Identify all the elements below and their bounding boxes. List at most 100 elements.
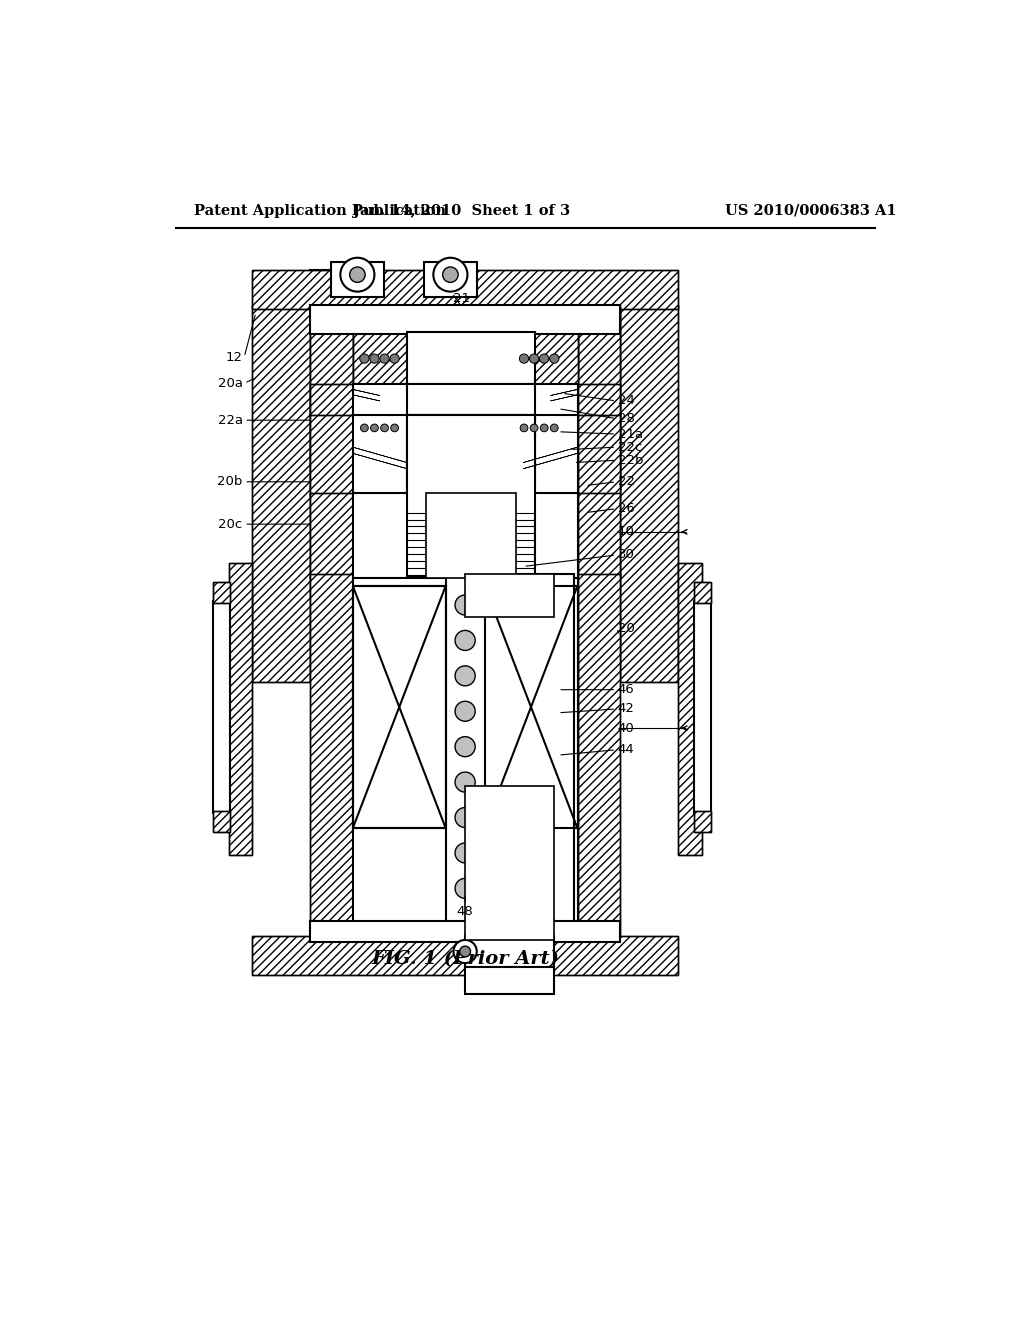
Circle shape bbox=[391, 424, 398, 432]
Circle shape bbox=[529, 354, 539, 363]
Bar bbox=[352, 414, 578, 496]
Circle shape bbox=[540, 354, 549, 363]
Bar bbox=[352, 384, 578, 416]
Bar bbox=[578, 494, 621, 578]
Bar bbox=[678, 562, 701, 855]
Bar bbox=[252, 271, 678, 309]
Bar bbox=[310, 494, 352, 578]
Text: 12: 12 bbox=[225, 351, 243, 363]
Bar bbox=[352, 586, 445, 829]
Bar bbox=[310, 305, 352, 490]
Bar bbox=[310, 574, 352, 944]
Bar bbox=[578, 305, 621, 490]
Bar bbox=[310, 494, 352, 578]
Text: 42: 42 bbox=[617, 702, 635, 715]
Bar bbox=[621, 305, 678, 682]
Bar bbox=[621, 305, 678, 682]
Circle shape bbox=[340, 257, 375, 292]
Bar bbox=[252, 271, 678, 309]
Circle shape bbox=[370, 354, 379, 363]
Bar bbox=[352, 494, 578, 578]
Polygon shape bbox=[523, 447, 578, 469]
Text: 20a: 20a bbox=[218, 376, 243, 389]
Bar bbox=[407, 331, 535, 385]
Bar bbox=[310, 305, 621, 334]
Bar bbox=[352, 574, 578, 940]
Bar bbox=[484, 586, 578, 829]
Text: 21a: 21a bbox=[617, 428, 643, 441]
Bar bbox=[331, 263, 384, 297]
Bar bbox=[352, 586, 445, 829]
Bar bbox=[693, 601, 711, 813]
Text: US 2010/0006383 A1: US 2010/0006383 A1 bbox=[725, 203, 896, 218]
Bar bbox=[310, 384, 352, 416]
Bar bbox=[228, 562, 252, 855]
Bar bbox=[228, 562, 252, 855]
Circle shape bbox=[455, 808, 475, 828]
Circle shape bbox=[455, 595, 475, 615]
Text: 46: 46 bbox=[617, 684, 635, 696]
Circle shape bbox=[519, 354, 528, 363]
Text: 22b: 22b bbox=[617, 454, 643, 467]
Text: 22: 22 bbox=[617, 475, 635, 488]
Circle shape bbox=[442, 267, 458, 282]
Circle shape bbox=[381, 424, 388, 432]
Bar bbox=[693, 582, 711, 603]
Circle shape bbox=[380, 354, 389, 363]
Text: 20c: 20c bbox=[218, 517, 243, 531]
Bar bbox=[578, 574, 621, 944]
Bar bbox=[426, 494, 515, 578]
Circle shape bbox=[550, 424, 558, 432]
Bar bbox=[465, 966, 554, 994]
Bar bbox=[213, 601, 230, 813]
Bar bbox=[213, 810, 230, 832]
Polygon shape bbox=[352, 447, 407, 469]
Text: 26: 26 bbox=[617, 502, 635, 515]
Circle shape bbox=[455, 631, 475, 651]
Bar bbox=[465, 936, 554, 966]
Circle shape bbox=[390, 354, 399, 363]
Bar bbox=[484, 586, 578, 829]
Text: 48: 48 bbox=[457, 906, 473, 919]
Bar bbox=[213, 582, 230, 603]
Bar bbox=[310, 921, 621, 942]
Bar bbox=[407, 384, 535, 416]
Bar bbox=[578, 414, 621, 496]
Bar bbox=[693, 582, 711, 603]
Bar bbox=[310, 384, 352, 416]
Circle shape bbox=[349, 267, 366, 282]
Circle shape bbox=[520, 424, 528, 432]
Bar bbox=[252, 936, 678, 974]
Bar bbox=[310, 414, 352, 496]
Circle shape bbox=[550, 354, 559, 363]
Bar bbox=[578, 305, 621, 490]
Bar bbox=[310, 305, 352, 490]
Bar bbox=[578, 494, 621, 578]
Text: 40: 40 bbox=[617, 722, 635, 735]
Bar bbox=[352, 331, 578, 385]
Text: 21: 21 bbox=[453, 292, 470, 305]
Bar bbox=[678, 562, 701, 855]
Circle shape bbox=[454, 940, 477, 964]
Text: Jan. 14, 2010  Sheet 1 of 3: Jan. 14, 2010 Sheet 1 of 3 bbox=[352, 203, 569, 218]
Circle shape bbox=[433, 257, 467, 292]
Text: 10: 10 bbox=[617, 525, 635, 539]
Bar bbox=[407, 414, 535, 577]
Text: 22c: 22c bbox=[617, 441, 642, 454]
Bar bbox=[213, 582, 230, 603]
Bar bbox=[578, 384, 621, 416]
Bar bbox=[693, 810, 711, 832]
Circle shape bbox=[360, 424, 369, 432]
Bar bbox=[465, 574, 554, 616]
Text: 44: 44 bbox=[617, 743, 635, 756]
Circle shape bbox=[541, 424, 548, 432]
Bar bbox=[578, 414, 621, 496]
Text: 28: 28 bbox=[617, 412, 635, 425]
Circle shape bbox=[455, 701, 475, 721]
Bar bbox=[213, 810, 230, 832]
Bar bbox=[352, 331, 578, 385]
Polygon shape bbox=[352, 389, 380, 401]
Circle shape bbox=[359, 354, 369, 363]
Circle shape bbox=[460, 946, 471, 957]
Circle shape bbox=[455, 843, 475, 863]
